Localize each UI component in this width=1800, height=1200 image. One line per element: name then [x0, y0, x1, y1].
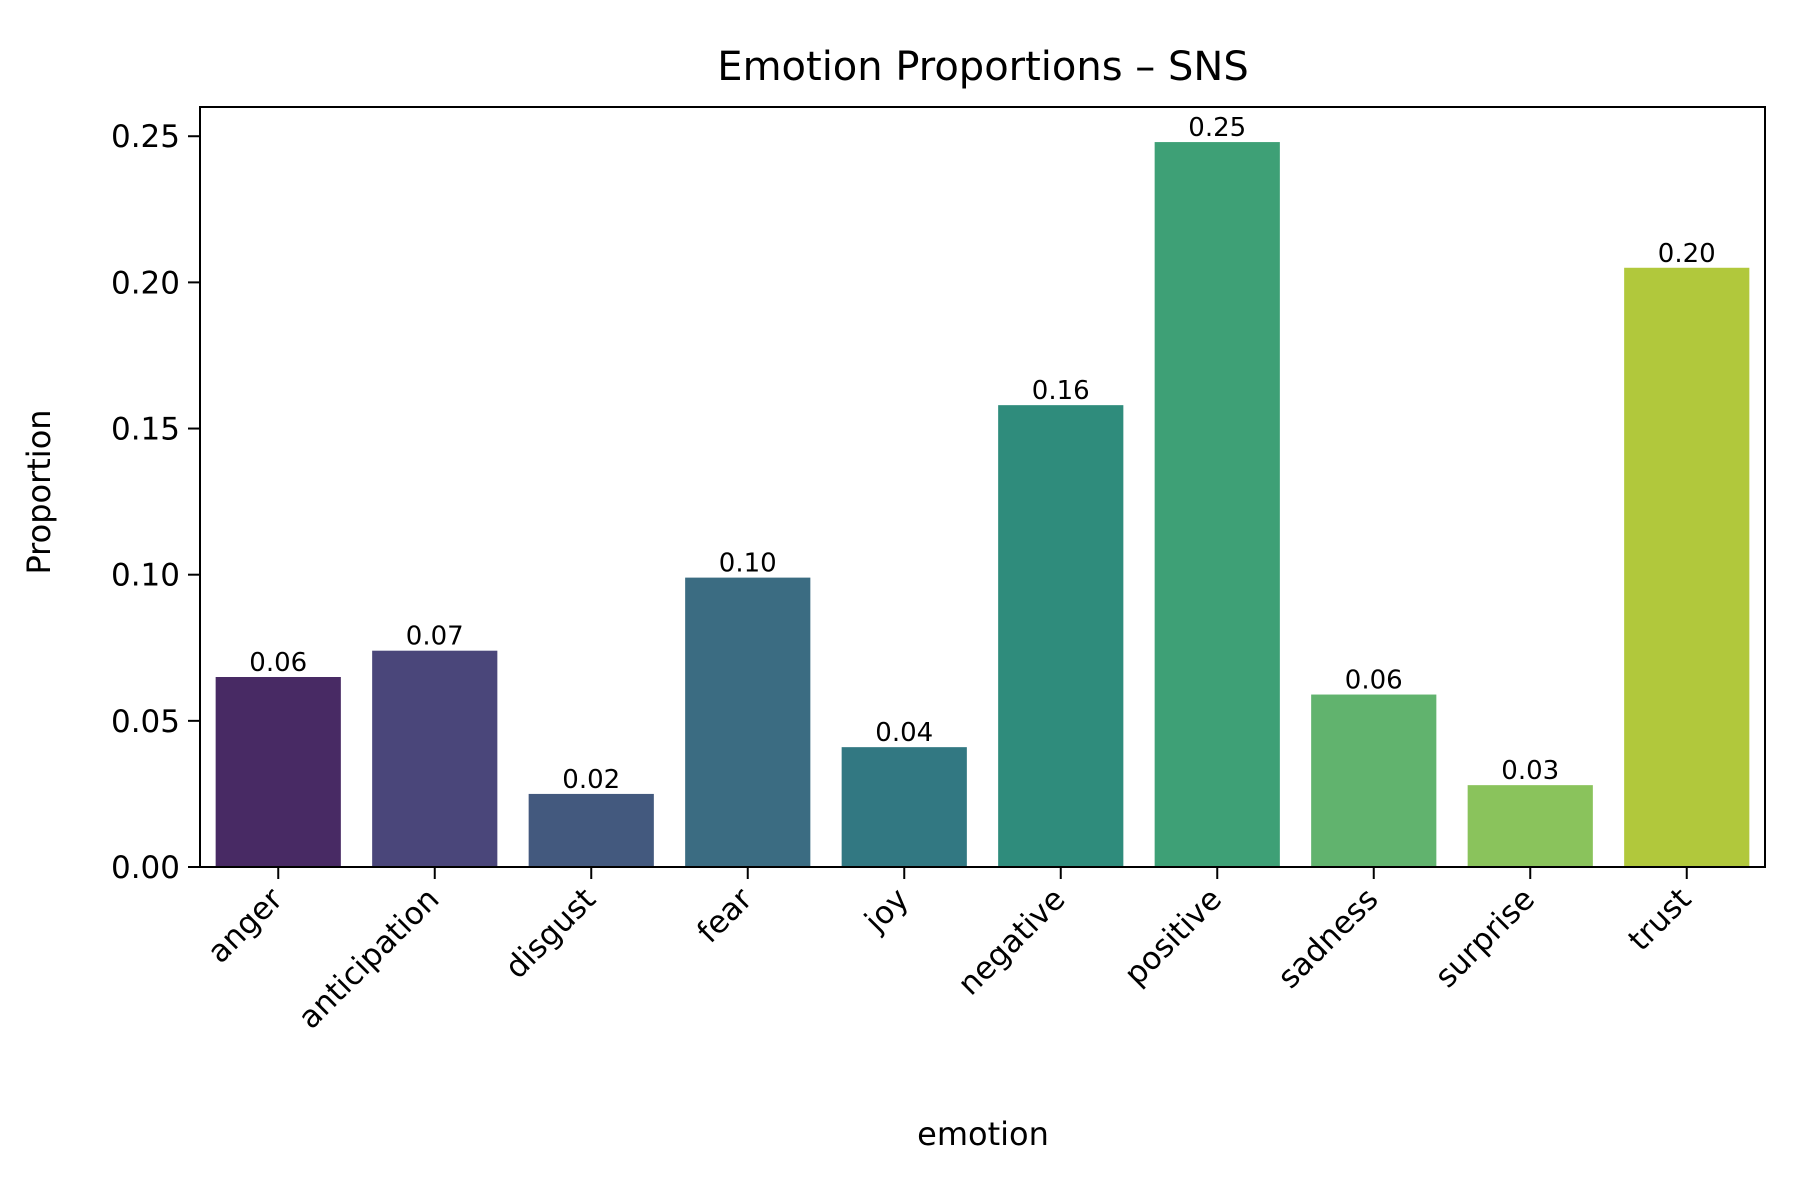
y-axis: 0.00 0.05 0.10 0.15 0.20 0.25: [111, 119, 200, 886]
y-tick-label-0.20: 0.20: [111, 265, 180, 301]
bar-fear: [685, 577, 811, 867]
data-label-joy: 0.04: [875, 718, 933, 748]
bar-positive: [1154, 142, 1280, 868]
bar-negative: [998, 405, 1124, 867]
y-tick-label-0.15: 0.15: [111, 412, 180, 448]
data-label-anticipation: 0.07: [406, 622, 464, 652]
data-label-fear: 0.10: [719, 549, 777, 579]
data-label-surprise: 0.03: [1501, 756, 1559, 786]
data-labels-layer: 0.06 0.07 0.02 0.10 0.04 0.16 0.25 0.06 0.03 0.20: [249, 113, 1715, 795]
bar-surprise: [1467, 785, 1593, 867]
x-axis-label: emotion: [917, 1115, 1049, 1153]
data-label-negative: 0.16: [1032, 376, 1090, 406]
bar-anticipation: [372, 650, 498, 867]
y-tick-label-0.10: 0.10: [111, 558, 180, 594]
bar-anger: [215, 677, 341, 867]
bar-joy: [841, 747, 967, 867]
data-label-trust: 0.20: [1658, 239, 1716, 269]
y-tick-label-0.00: 0.00: [111, 850, 180, 886]
plot-frame: [199, 106, 1766, 868]
data-label-disgust: 0.02: [562, 765, 620, 795]
data-label-positive: 0.25: [1188, 113, 1246, 143]
data-label-anger: 0.06: [249, 648, 307, 678]
bar-trust: [1624, 267, 1750, 867]
bar-sadness: [1311, 694, 1437, 867]
y-tick-label-0.25: 0.25: [111, 119, 180, 155]
bar-disgust: [528, 793, 654, 867]
bars-layer: [215, 142, 1750, 868]
y-axis-label: Proportion: [20, 409, 58, 574]
data-label-sadness: 0.06: [1345, 666, 1403, 696]
chart-title: Emotion Proportions – SNS: [717, 44, 1248, 90]
y-tick-label-0.05: 0.05: [111, 704, 180, 740]
